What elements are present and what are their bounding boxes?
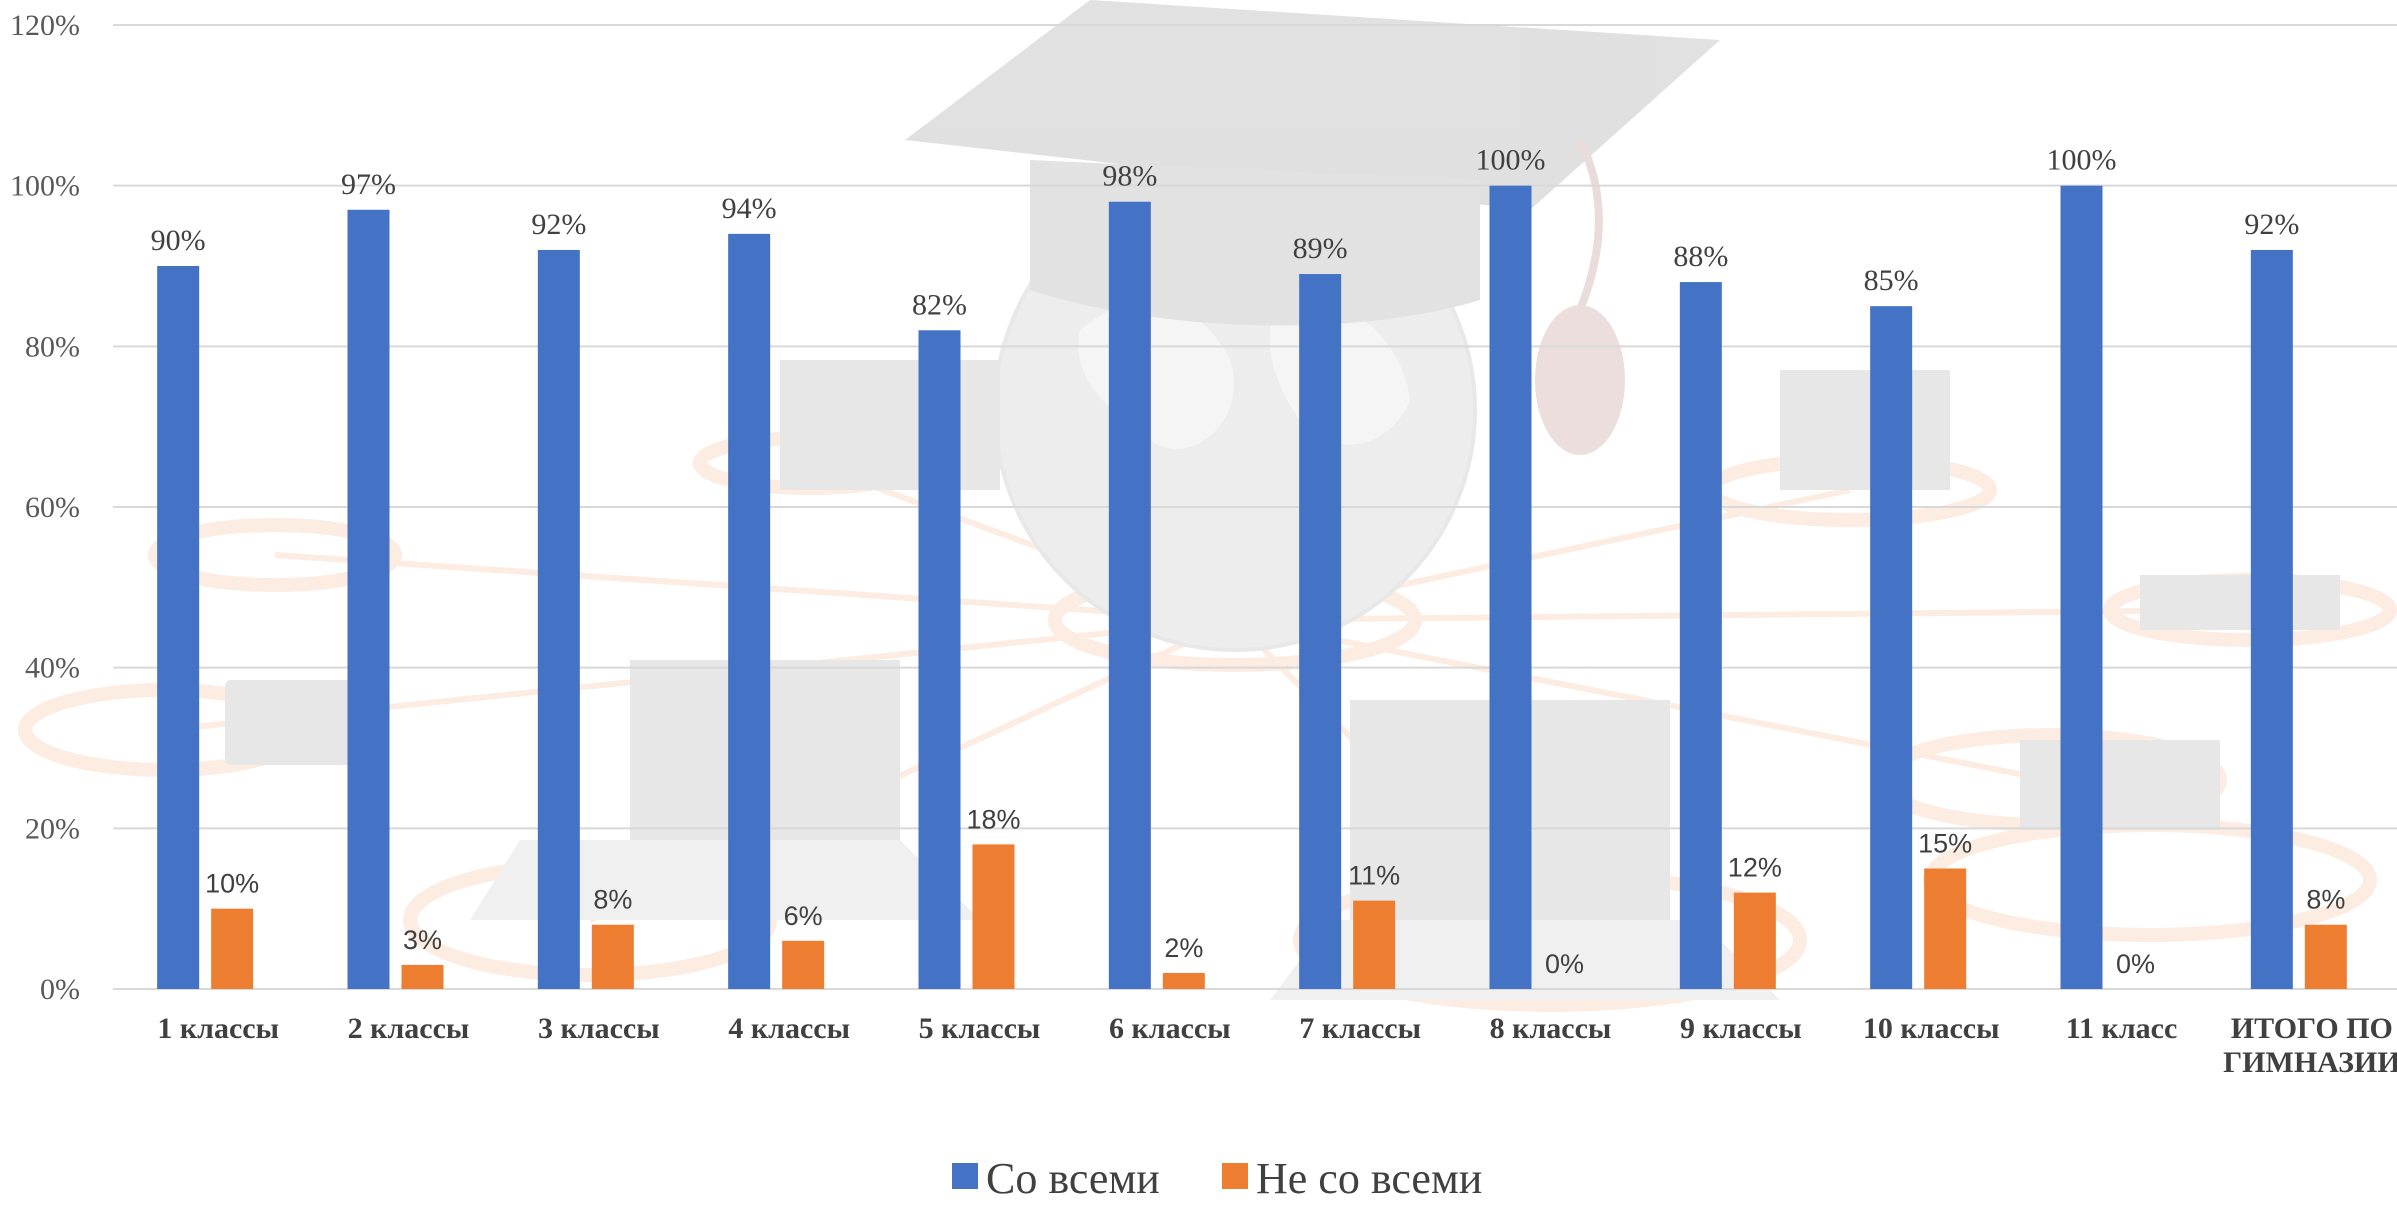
category-label: 9 классы bbox=[1680, 1012, 1802, 1045]
data-label: 90% bbox=[151, 224, 206, 257]
bar-ne-so-vsemi bbox=[401, 964, 444, 989]
y-tick-label: 120% bbox=[10, 9, 80, 42]
category-label: 1 классы bbox=[157, 1012, 279, 1045]
bar-so-vsemi bbox=[918, 330, 961, 989]
data-label: 94% bbox=[722, 192, 777, 225]
category-label: 10 классы bbox=[1863, 1012, 2000, 1045]
data-label: 15% bbox=[1918, 829, 1972, 859]
bar-data-labels: 90% 10% 97% 3% 92% 8% 94% 6% 82% 18% 98% 2% 89% 11% 10… bbox=[151, 144, 2346, 979]
bar-so-vsemi bbox=[157, 266, 200, 989]
bar-so-vsemi bbox=[537, 249, 580, 989]
bar-ne-so-vsemi bbox=[972, 844, 1015, 989]
category-label: 11 класс bbox=[2066, 1012, 2178, 1045]
data-label: 92% bbox=[2244, 208, 2299, 241]
data-label: 3% bbox=[403, 925, 442, 955]
y-tick-label: 20% bbox=[25, 812, 80, 845]
category-label: 2 классы bbox=[348, 1012, 470, 1045]
y-tick-label: 40% bbox=[25, 652, 80, 685]
data-label: 85% bbox=[1864, 264, 1919, 297]
bar-so-vsemi bbox=[1108, 201, 1151, 989]
y-tick-label: 100% bbox=[10, 170, 80, 203]
data-label: 88% bbox=[1673, 240, 1728, 273]
data-label: 2% bbox=[1164, 933, 1203, 963]
bars bbox=[157, 185, 2347, 990]
category-label: 5 классы bbox=[919, 1012, 1041, 1045]
data-label: 6% bbox=[784, 901, 823, 931]
data-label: 8% bbox=[2306, 885, 2345, 915]
y-tick-label: 0% bbox=[40, 973, 80, 1006]
gridlines bbox=[113, 24, 2397, 990]
data-label: 18% bbox=[966, 804, 1020, 834]
bar-so-vsemi bbox=[1679, 282, 1722, 990]
data-label: 97% bbox=[341, 168, 396, 201]
data-label: 92% bbox=[531, 208, 586, 241]
category-label: 8 классы bbox=[1490, 1012, 1612, 1045]
bar-so-vsemi bbox=[1870, 306, 1913, 990]
category-label: 6 классы bbox=[1109, 1012, 1231, 1045]
data-label: 0% bbox=[2116, 949, 2155, 979]
legend-label: Со всеми bbox=[986, 1154, 1160, 1203]
data-label: 89% bbox=[1293, 232, 1348, 265]
bar-so-vsemi bbox=[347, 209, 390, 989]
data-label: 12% bbox=[1728, 853, 1782, 883]
bar-ne-so-vsemi bbox=[591, 924, 634, 989]
bar-ne-so-vsemi bbox=[782, 940, 825, 989]
data-label: 10% bbox=[205, 869, 259, 899]
bar-so-vsemi bbox=[1489, 185, 1532, 989]
data-label: 11% bbox=[1348, 861, 1400, 891]
bar-ne-so-vsemi bbox=[1733, 892, 1776, 989]
bar-so-vsemi bbox=[728, 233, 771, 989]
legend-swatch bbox=[952, 1163, 978, 1189]
data-label: 0% bbox=[1545, 949, 1584, 979]
category-label: ИТОГО ПО ГИМНАЗИИ bbox=[2223, 1012, 2397, 1079]
bar-ne-so-vsemi bbox=[1353, 900, 1396, 989]
bar-ne-so-vsemi bbox=[1162, 972, 1205, 989]
y-axis-tick-labels: 0% 20% 40% 60% 80% 100% 120% bbox=[10, 9, 80, 1006]
category-label: 4 классы bbox=[728, 1012, 850, 1045]
bar-so-vsemi bbox=[1299, 274, 1342, 989]
bar-ne-so-vsemi bbox=[1924, 868, 1967, 989]
bar-ne-so-vsemi bbox=[211, 908, 254, 989]
data-label: 8% bbox=[593, 885, 632, 915]
data-label: 100% bbox=[2047, 144, 2117, 177]
bar-ne-so-vsemi bbox=[2304, 924, 2347, 989]
legend-label: Не со всеми bbox=[1256, 1154, 1482, 1203]
data-label: 98% bbox=[1102, 160, 1157, 193]
legend: Со всеми Не со всеми bbox=[952, 1154, 1482, 1203]
bar-so-vsemi bbox=[2250, 249, 2293, 989]
category-label: 7 классы bbox=[1299, 1012, 1421, 1045]
y-tick-label: 80% bbox=[25, 330, 80, 363]
y-tick-label: 60% bbox=[25, 491, 80, 524]
category-label: 3 классы bbox=[538, 1012, 660, 1045]
x-axis-category-labels: 1 классы 2 классы 3 классы 4 классы 5 классы… bbox=[157, 1012, 2397, 1079]
data-label: 100% bbox=[1476, 144, 1546, 177]
bar-so-vsemi bbox=[2060, 185, 2103, 989]
legend-swatch bbox=[1222, 1163, 1248, 1189]
data-label: 82% bbox=[912, 288, 967, 321]
